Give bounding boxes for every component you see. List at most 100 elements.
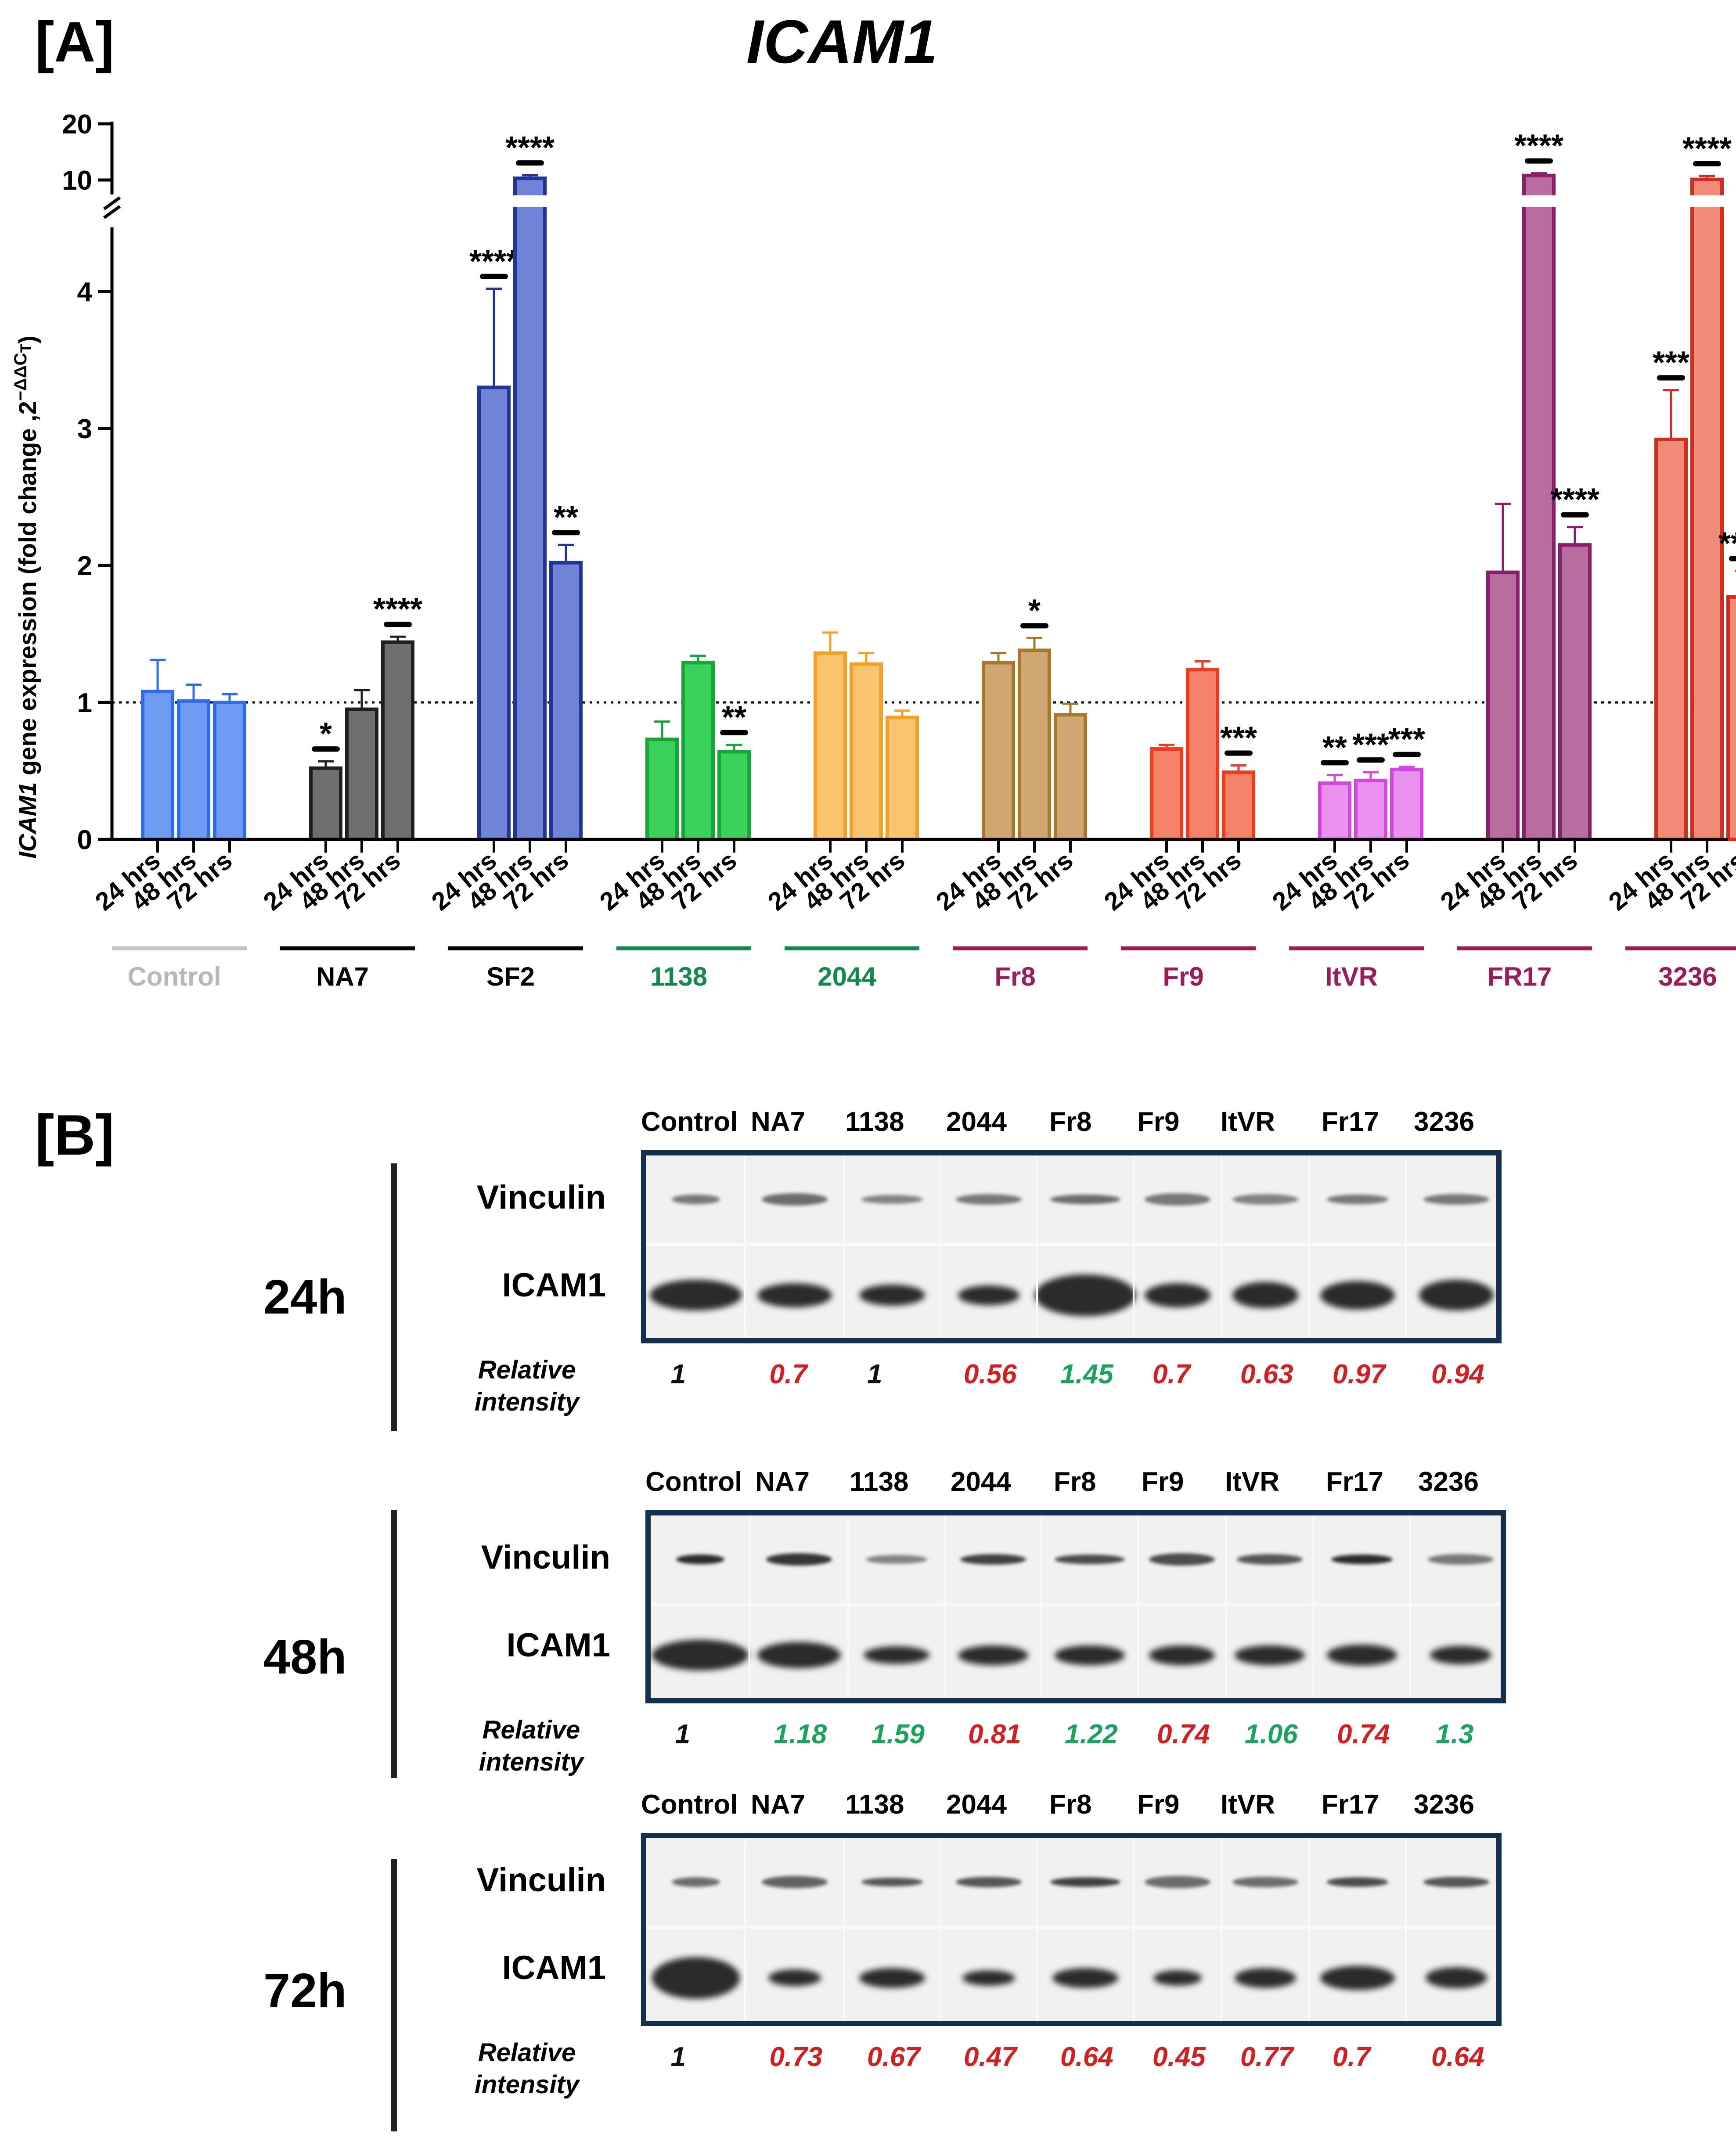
significance-label: *** — [1220, 721, 1257, 756]
axis-break-mark — [103, 196, 121, 210]
icam1-band — [1430, 1646, 1491, 1664]
timepoint-label: 72h — [263, 1964, 347, 2018]
blot-lane — [1134, 1838, 1221, 2021]
bar-fr8-24hrs — [982, 661, 1015, 842]
icam1-band — [652, 1957, 740, 1999]
lane-divider — [1133, 1838, 1135, 2021]
bar-control-72hrs — [213, 701, 246, 841]
lane-labels-row: Control NA7 1138 2044 Fr8 Fr9 ItVR Fr17 3236 — [641, 1791, 1502, 1822]
lane-divider — [749, 1515, 750, 1698]
significance-label: **** — [469, 244, 519, 279]
y-axis-label-close: ) — [14, 335, 41, 344]
vinculin-band — [1149, 1553, 1215, 1566]
panel-b-label: [B] — [35, 1103, 115, 1167]
vinculin-band — [671, 1877, 720, 1887]
lane-label: 1138 — [850, 1467, 909, 1497]
lane-labels-row: Control NA7 1138 2044 Fr8 Fr9 ItVR Fr17 3236 — [641, 1109, 1502, 1139]
y-tick-label: 3 — [77, 414, 92, 444]
lane-label: 2044 — [946, 1107, 1007, 1137]
lane-divider — [944, 1515, 946, 1698]
group-label-3236: 3236 — [1658, 962, 1717, 991]
lane-label: NA7 — [755, 1467, 810, 1497]
relative-intensity-label-line1: Relative — [478, 1356, 576, 1384]
blot-lane — [646, 1838, 745, 2021]
icam1-band — [1419, 1280, 1494, 1310]
significance-label: ** — [722, 700, 746, 735]
y-axis-label-gene: ICAM1 — [14, 782, 41, 859]
lane-label: Control — [641, 1107, 738, 1137]
bar-sf2-72hrs — [549, 561, 583, 841]
blot-lane — [745, 1838, 844, 2021]
vinculin-band — [671, 1195, 720, 1204]
y-tick-label: 10 — [62, 166, 92, 196]
blot-lane — [945, 1515, 1041, 1698]
vinculin-band — [1232, 1877, 1298, 1887]
icam1-band — [859, 1968, 925, 1988]
bar-fr9-72hrs — [1222, 770, 1255, 841]
lane-divider — [847, 1515, 849, 1698]
lane-label: Fr17 — [1326, 1467, 1383, 1497]
relative-intensity-label-line2: intensity — [474, 1387, 580, 1416]
lane-label: Fr8 — [1054, 1467, 1096, 1497]
blot-lane — [940, 1838, 1037, 2021]
blot-lane — [646, 1155, 745, 1338]
significance-label: *** — [1388, 722, 1425, 757]
lane-divider — [1313, 1515, 1315, 1698]
bar-3236-48hrs — [1690, 177, 1724, 842]
intensity-value: 1.45 — [1060, 1359, 1113, 1389]
lane-label: ItVR — [1225, 1467, 1279, 1497]
group-label-sf2: SF2 — [486, 962, 535, 991]
row-divider — [646, 1243, 1496, 1246]
intensity-value: 0.97 — [1333, 1359, 1386, 1389]
vinculin-band — [1428, 1554, 1494, 1565]
bar-break-gap — [512, 195, 547, 207]
lane-divider — [1036, 1155, 1038, 1338]
y-tick-label: 20 — [62, 109, 92, 140]
row-label-icam1: ICAM1 — [502, 1949, 606, 1987]
bar-fr17-48hrs — [1522, 173, 1556, 841]
bar-fr17-72hrs — [1558, 543, 1592, 841]
lane-divider — [1405, 1838, 1407, 2021]
icam1-band — [1320, 1965, 1395, 1990]
bar-3236-72hrs — [1726, 595, 1736, 841]
significance-label: **** — [373, 592, 422, 627]
lane-divider — [1221, 1838, 1222, 2021]
blot-lane — [1226, 1515, 1314, 1698]
bar-control-24hrs — [141, 690, 174, 842]
icam1-band — [1153, 1970, 1202, 1986]
group-label-fr9: Fr9 — [1163, 962, 1203, 991]
intensity-value: 0.81 — [968, 1719, 1021, 1749]
icam1-band — [757, 1283, 832, 1307]
group-label-control: Control — [127, 962, 221, 991]
lane-divider — [1308, 1155, 1310, 1338]
icam1-band — [962, 1970, 1015, 1986]
intensity-value: 0.7 — [769, 1359, 807, 1389]
bar-na7-24hrs — [309, 766, 342, 842]
blot-lane — [848, 1515, 945, 1698]
lane-label: Fr8 — [1049, 1789, 1092, 1820]
icam1-band — [864, 1646, 929, 1664]
lane-label: NA7 — [751, 1789, 806, 1820]
bar-fr8-72hrs — [1054, 713, 1087, 841]
group-label-itvr: ItVR — [1325, 962, 1378, 991]
bar-1138-72hrs — [717, 750, 751, 841]
intensity-value: 0.94 — [1431, 1359, 1484, 1389]
vinculin-band — [761, 1193, 828, 1206]
blot-image-72h — [641, 1833, 1502, 2026]
icam1-band — [1235, 1968, 1296, 1988]
group-label-fr8: Fr8 — [994, 962, 1035, 991]
bar-1138-48hrs — [681, 661, 715, 842]
y-axis-label-sup: −ΔΔC — [11, 353, 30, 401]
y-tick-label: 0 — [77, 825, 92, 855]
timepoint-bracket — [391, 1163, 397, 1431]
lane-label: 1138 — [845, 1789, 904, 1820]
relative-intensity-label: Relative intensity — [448, 2037, 606, 2101]
group-label-fr17: FR17 — [1487, 962, 1552, 991]
blot-lane — [1406, 1155, 1496, 1338]
blot-lane — [1406, 1838, 1496, 2021]
intensity-value: 0.64 — [1431, 2042, 1484, 2072]
bars-layer: ********************* ** *****************… — [141, 129, 1736, 842]
significance-label: **** — [1718, 526, 1736, 561]
significance-label: **** — [1514, 129, 1563, 164]
blot-lane — [1035, 1155, 1136, 1338]
